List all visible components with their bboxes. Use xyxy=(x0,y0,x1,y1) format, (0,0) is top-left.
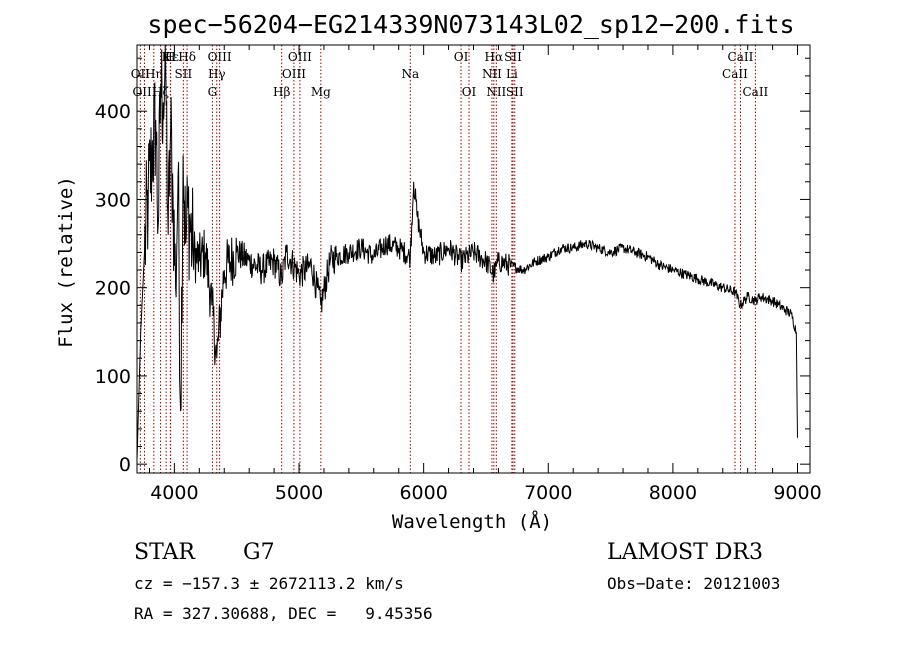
object-class: STAR xyxy=(134,540,195,565)
line-label-26: SII xyxy=(506,85,524,99)
y-tick-label-2: 200 xyxy=(95,278,131,300)
y-tick-label-4: 400 xyxy=(95,101,131,123)
line-label-23: Mg xyxy=(311,85,331,99)
line-label-11: Hη xyxy=(145,67,163,81)
observation-date: Obs−Date: 20121003 xyxy=(607,574,781,593)
line-label-7: Hα xyxy=(485,50,504,64)
spectrum-line xyxy=(136,44,798,460)
survey-name: LAMOST DR3 xyxy=(607,540,763,565)
line-label-15: Na xyxy=(401,67,419,81)
x-axis-ticks: 4000 5000 6000 7000 8000 9000 xyxy=(148,45,822,504)
y-tick-label-1: 100 xyxy=(95,366,131,388)
x-tick-label-3: 7000 xyxy=(524,482,572,504)
line-label-12: SII xyxy=(175,67,193,81)
y-tick-label-3: 300 xyxy=(95,189,131,211)
redshift-text: cz = −157.3 ± 2672113.2 km/s xyxy=(134,574,404,593)
y-tick-label-0: 0 xyxy=(119,454,131,476)
line-label-6: OI xyxy=(454,50,469,64)
subclass: G7 xyxy=(243,540,275,565)
line-label-16: NII xyxy=(482,67,502,81)
line-label-5: OIII xyxy=(288,50,312,64)
line-label-17: Li xyxy=(506,67,518,81)
line-label-4: OIII xyxy=(208,50,232,64)
line-label-22: Hβ xyxy=(273,85,290,99)
line-label-10: OII xyxy=(131,67,151,81)
line-label-21: G xyxy=(208,85,218,99)
x-tick-label-5: 9000 xyxy=(773,482,821,504)
line-label-27: CaII xyxy=(742,85,768,99)
x-tick-label-4: 8000 xyxy=(649,482,697,504)
y-axis-ticks: 0 100 200 300 400 xyxy=(95,57,810,476)
line-label-13: Hγ xyxy=(208,67,226,81)
x-tick-label-1: 5000 xyxy=(275,482,323,504)
line-label-24: OI xyxy=(462,85,477,99)
x-axis-label: Wavelength (Å) xyxy=(392,510,552,533)
chart-title: spec−56204−EG214339N073143L02_sp12−200.f… xyxy=(147,10,794,39)
line-label-18: CaII xyxy=(722,67,748,81)
line-label-1: K xyxy=(162,50,172,64)
x-tick-label-2: 6000 xyxy=(399,482,447,504)
y-axis-label: Flux (relative) xyxy=(55,176,77,348)
line-label-9: CaII xyxy=(728,50,754,64)
line-label-3: Hδ xyxy=(178,50,196,64)
coordinates-text: RA = 327.30688, DEC = 9.45356 xyxy=(134,604,433,623)
line-label-8: SII xyxy=(504,50,522,64)
line-label-19: OIII xyxy=(132,85,156,99)
line-label-14: OIII xyxy=(282,67,306,81)
line-label-2: H xyxy=(165,50,175,64)
x-tick-label-0: 4000 xyxy=(150,482,198,504)
line-label-25: NII xyxy=(486,85,506,99)
